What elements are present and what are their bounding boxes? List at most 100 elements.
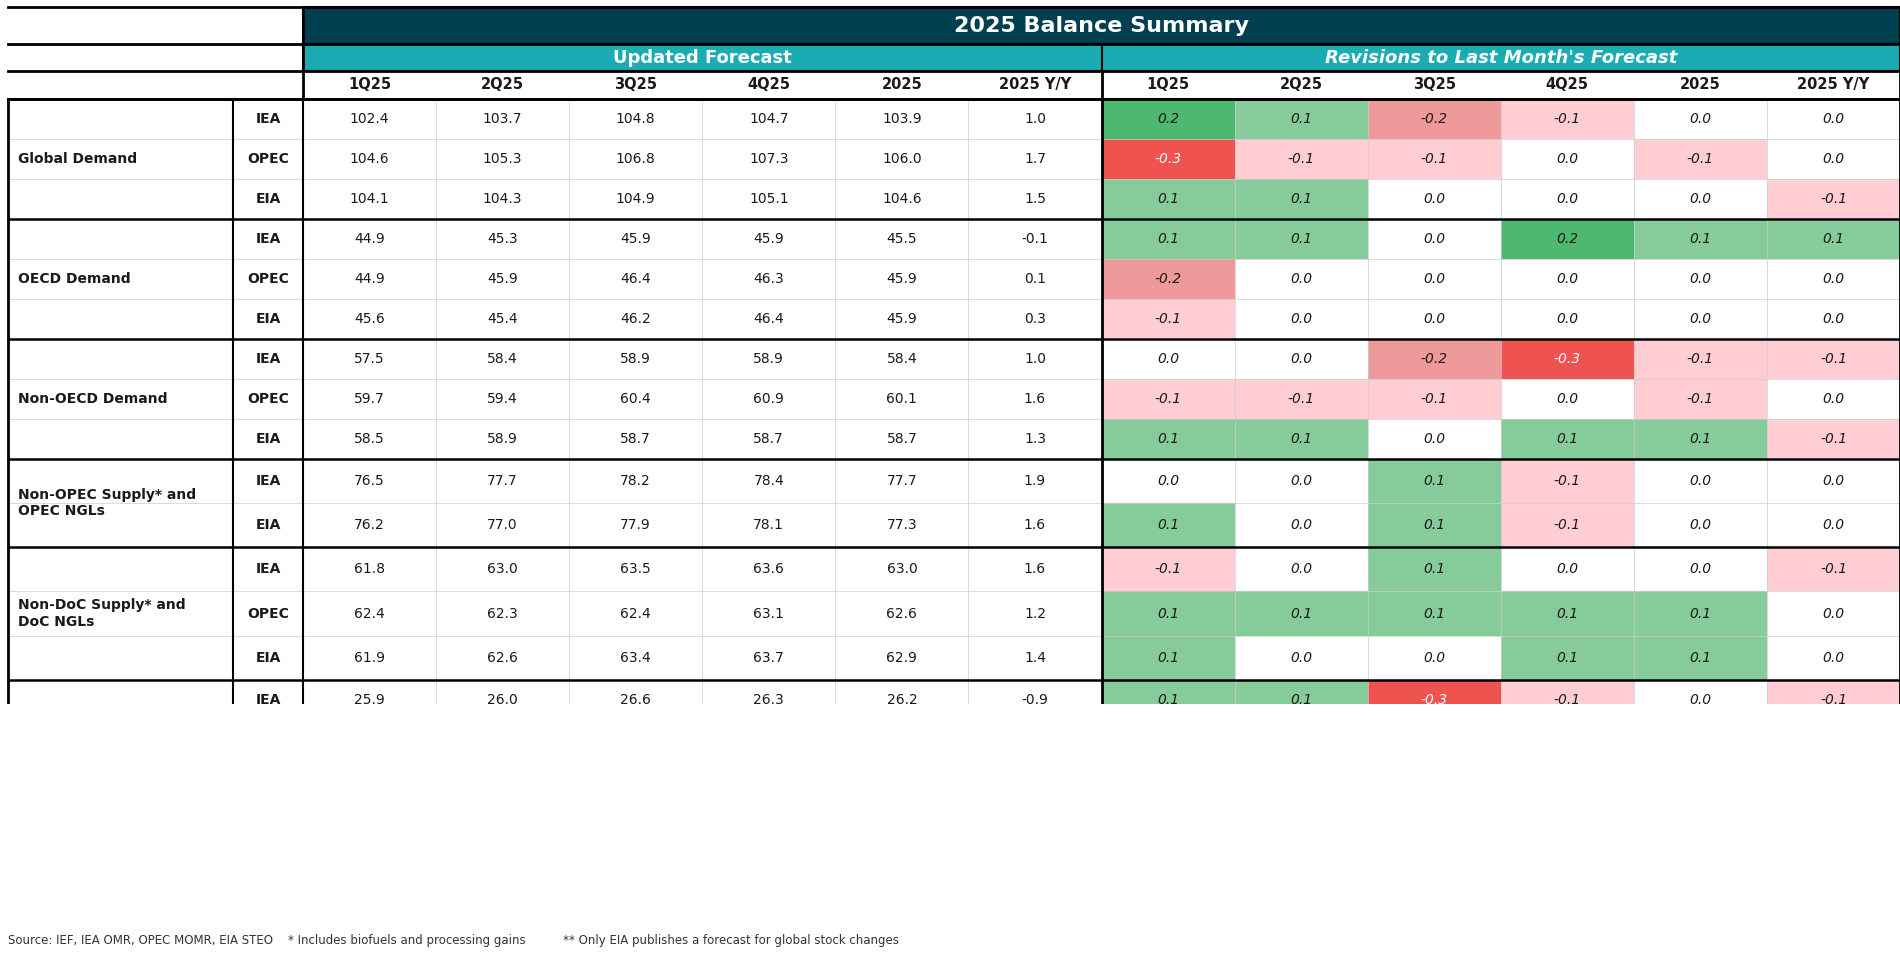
Text: IEA: IEA xyxy=(255,693,281,707)
Text: 0.0: 0.0 xyxy=(1556,392,1579,406)
Text: 0.0: 0.0 xyxy=(1157,474,1180,489)
Text: 62.4: 62.4 xyxy=(353,606,386,621)
Text: 2025 Y/Y: 2025 Y/Y xyxy=(999,78,1072,92)
Text: 0.0: 0.0 xyxy=(1290,474,1313,489)
Text: 2025: 2025 xyxy=(1680,78,1721,92)
Bar xyxy=(570,139,703,178)
Bar xyxy=(1368,178,1501,218)
Text: 107.3: 107.3 xyxy=(749,151,788,166)
Text: -0.1: -0.1 xyxy=(1687,392,1714,406)
Bar xyxy=(302,44,1102,71)
Bar xyxy=(437,259,570,299)
Text: 0.1: 0.1 xyxy=(1157,693,1180,707)
Bar xyxy=(836,719,969,760)
Bar xyxy=(836,591,969,635)
Text: 0.0: 0.0 xyxy=(1290,853,1313,867)
Bar xyxy=(302,635,437,679)
Text: 0.0: 0.0 xyxy=(1157,733,1180,747)
Bar xyxy=(1235,259,1368,299)
Bar xyxy=(437,459,570,503)
Bar xyxy=(836,299,969,339)
Bar xyxy=(836,635,969,679)
Text: 0.3: 0.3 xyxy=(1024,312,1045,326)
Text: 77.7: 77.7 xyxy=(887,474,918,489)
Text: EIA: EIA xyxy=(255,853,281,867)
Bar xyxy=(1767,139,1900,178)
Text: 0.1: 0.1 xyxy=(1157,650,1180,665)
Bar xyxy=(1501,760,1634,800)
Bar xyxy=(1102,99,1235,139)
Bar xyxy=(234,679,302,719)
Text: -0.1: -0.1 xyxy=(1687,151,1714,166)
Bar xyxy=(1102,547,1235,591)
Bar xyxy=(302,503,437,547)
Bar xyxy=(836,880,969,924)
Bar xyxy=(1634,800,1767,840)
Bar xyxy=(437,719,570,760)
Text: IEA: IEA xyxy=(255,111,281,125)
Text: 2025: 2025 xyxy=(882,78,922,92)
Bar xyxy=(1501,178,1634,218)
Text: 0.1: 0.1 xyxy=(1822,232,1845,246)
Bar xyxy=(703,880,836,924)
Bar xyxy=(1235,178,1368,218)
Bar xyxy=(302,99,437,139)
Bar xyxy=(8,679,234,760)
Text: 27.9: 27.9 xyxy=(353,733,386,747)
Text: 63.0: 63.0 xyxy=(887,562,918,577)
Text: 0.1: 0.1 xyxy=(1689,895,1712,909)
Text: 63.7: 63.7 xyxy=(754,650,785,665)
Text: 27.3: 27.3 xyxy=(887,733,918,747)
Bar xyxy=(570,591,703,635)
Bar xyxy=(1634,299,1767,339)
Bar xyxy=(1368,503,1501,547)
Bar xyxy=(703,218,836,259)
Bar xyxy=(437,635,570,679)
Bar xyxy=(836,178,969,218)
Bar xyxy=(234,880,302,924)
Text: 45.9: 45.9 xyxy=(619,232,652,246)
Text: 1.4: 1.4 xyxy=(1024,650,1047,665)
Bar xyxy=(302,591,437,635)
Text: 41.3: 41.3 xyxy=(619,773,652,787)
Text: 0.0: 0.0 xyxy=(1556,192,1579,206)
Text: 27.0: 27.0 xyxy=(754,733,785,747)
Bar xyxy=(1501,459,1634,503)
Text: 0.0: 0.0 xyxy=(1290,518,1313,533)
Text: 0.2: 0.2 xyxy=(1157,111,1180,125)
Text: 0.0: 0.0 xyxy=(1290,562,1313,577)
Bar xyxy=(1368,419,1501,459)
Text: 45.9: 45.9 xyxy=(887,312,918,326)
Text: -0.1: -0.1 xyxy=(1820,693,1847,707)
Text: 0.1: 0.1 xyxy=(1689,606,1712,621)
Text: 40.7: 40.7 xyxy=(486,773,519,787)
Text: 46.4: 46.4 xyxy=(754,312,785,326)
Text: 60.1: 60.1 xyxy=(887,392,918,406)
Bar xyxy=(703,635,836,679)
Text: 3Q25: 3Q25 xyxy=(1414,78,1455,92)
Bar xyxy=(1368,840,1501,880)
Text: 63.5: 63.5 xyxy=(619,562,652,577)
Text: 1Q25: 1Q25 xyxy=(348,78,391,92)
Bar xyxy=(836,379,969,419)
Text: -0.1: -0.1 xyxy=(1022,232,1049,246)
Bar xyxy=(1767,259,1900,299)
Text: Non-DoC Supply* and
DoC NGLs: Non-DoC Supply* and DoC NGLs xyxy=(17,599,186,628)
Bar xyxy=(1634,178,1767,218)
Text: 1.5: 1.5 xyxy=(1024,192,1047,206)
Bar xyxy=(570,679,703,719)
Bar xyxy=(969,178,1102,218)
Text: 2Q25: 2Q25 xyxy=(481,78,524,92)
Bar xyxy=(1235,760,1368,800)
Bar xyxy=(1501,379,1634,419)
Bar xyxy=(1102,419,1235,459)
Text: 2025 Balance Summary: 2025 Balance Summary xyxy=(954,15,1248,35)
Text: 104.9: 104.9 xyxy=(616,192,656,206)
Bar xyxy=(836,339,969,379)
Bar xyxy=(969,503,1102,547)
Text: -0.1: -0.1 xyxy=(1421,392,1448,406)
Bar xyxy=(1368,547,1501,591)
Bar xyxy=(302,880,437,924)
Text: -0.1: -0.1 xyxy=(1155,392,1182,406)
Text: -0.1: -0.1 xyxy=(1022,733,1049,747)
